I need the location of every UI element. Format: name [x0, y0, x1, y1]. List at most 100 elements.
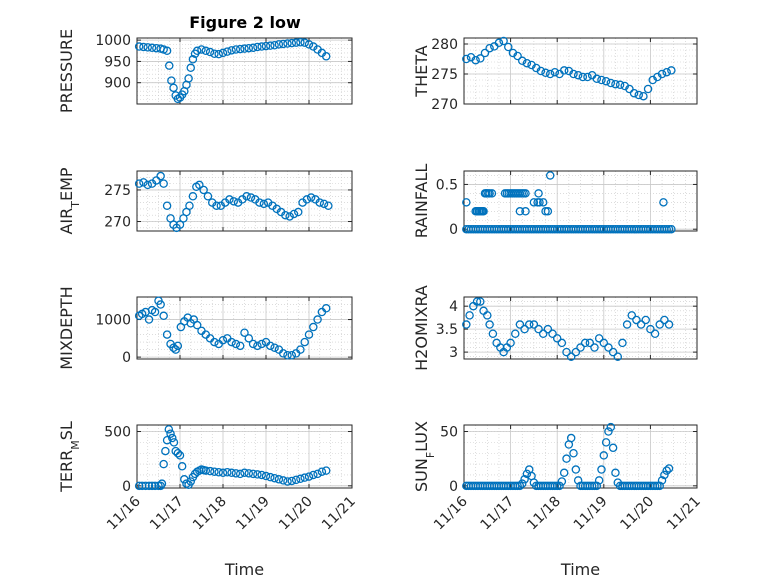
data-point	[235, 44, 245, 54]
data-point	[257, 42, 266, 51]
ylabel-4: RAINFALL	[412, 164, 431, 239]
data-point	[157, 479, 167, 488]
data-point	[253, 42, 262, 52]
data-point	[538, 198, 548, 207]
data-point	[300, 473, 309, 482]
data-point	[629, 88, 639, 98]
data-point	[601, 438, 611, 447]
data-point	[171, 446, 180, 456]
ytick-label-0: 0	[122, 479, 131, 495]
ytick-label-0: 0	[122, 350, 131, 366]
data-point	[229, 197, 238, 206]
data-point	[177, 462, 187, 471]
data-point	[248, 469, 258, 479]
xlabel-7: Time	[224, 560, 264, 579]
ytick-label-0: 0	[449, 479, 458, 495]
data-point	[244, 334, 254, 343]
data-point	[641, 315, 650, 325]
subplot-5: 0 1000 MIXDEPTH	[57, 286, 353, 370]
data-point	[529, 198, 539, 207]
data-point	[227, 46, 236, 55]
xtick-label-2: 11/18	[524, 494, 564, 534]
data-point	[304, 330, 314, 339]
ytick-label-1: 950	[104, 54, 131, 70]
data-point	[608, 443, 618, 453]
data-point	[244, 43, 254, 53]
data-point	[465, 311, 474, 320]
ylabel-2: THETA	[412, 45, 431, 97]
data-point	[296, 38, 305, 47]
ylabel-8: SUNFLUX	[412, 421, 437, 492]
data-point	[188, 192, 198, 201]
data-point	[227, 337, 236, 347]
xtick-label-0: 11/16	[431, 493, 471, 533]
ylabel-7: TERRMSL	[57, 421, 82, 493]
data-point	[270, 343, 279, 352]
data-point	[541, 207, 550, 216]
data-point	[625, 84, 634, 94]
data-point	[169, 343, 178, 352]
data-point	[583, 72, 592, 82]
axes-box	[136, 37, 353, 105]
data-point	[590, 481, 599, 491]
data-point	[270, 473, 279, 483]
data-point	[611, 79, 620, 89]
data-point	[552, 334, 562, 343]
data-point	[283, 350, 292, 360]
xtick-label-3: 11/19	[571, 494, 611, 534]
data-point	[657, 476, 667, 485]
data-point	[257, 470, 266, 480]
data-point	[266, 472, 275, 482]
data-point	[281, 210, 290, 220]
subplot-1: 900 950 1000 PRESSURE	[57, 29, 353, 113]
data-point	[293, 207, 303, 217]
data-point	[175, 220, 185, 229]
ytick-label-2: 1000	[95, 33, 131, 49]
data-point	[646, 324, 655, 334]
data-point	[667, 66, 676, 75]
data-point	[667, 224, 676, 234]
data-point	[597, 75, 606, 85]
data-point	[522, 58, 532, 68]
xtick-label-4: 11/20	[617, 494, 657, 534]
ytick-label-1: 500	[104, 425, 131, 441]
data-point	[304, 472, 314, 481]
data-point	[569, 69, 578, 79]
data-point	[231, 339, 241, 349]
data-point	[571, 347, 581, 357]
data-point	[485, 189, 494, 198]
data-point	[599, 451, 609, 460]
data-point	[662, 466, 671, 475]
data-point	[173, 341, 183, 351]
data-point	[485, 320, 494, 329]
data-point	[472, 297, 482, 306]
data-point	[147, 43, 157, 53]
data-point	[324, 201, 333, 210]
data-point	[622, 320, 632, 329]
data-point	[521, 207, 530, 216]
data-point	[164, 425, 174, 434]
data-point	[480, 48, 490, 58]
data-point	[471, 55, 480, 65]
data-point	[289, 209, 299, 219]
data-point	[144, 481, 154, 491]
axes-box	[136, 296, 353, 360]
data-point	[156, 300, 165, 309]
ytick-label-1: 275	[431, 67, 458, 83]
data-point	[278, 476, 288, 485]
data-point	[538, 329, 548, 338]
data-point	[520, 475, 529, 484]
data-point	[585, 338, 595, 348]
data-point	[309, 322, 318, 332]
data-point	[313, 469, 322, 479]
data-point	[566, 433, 576, 443]
data-point	[169, 83, 178, 93]
data-point	[571, 465, 581, 474]
data-point	[578, 72, 588, 82]
data-point	[569, 448, 578, 458]
data-point	[291, 38, 301, 47]
data-point	[302, 195, 312, 204]
data-point	[161, 446, 170, 456]
data-point	[164, 61, 174, 70]
